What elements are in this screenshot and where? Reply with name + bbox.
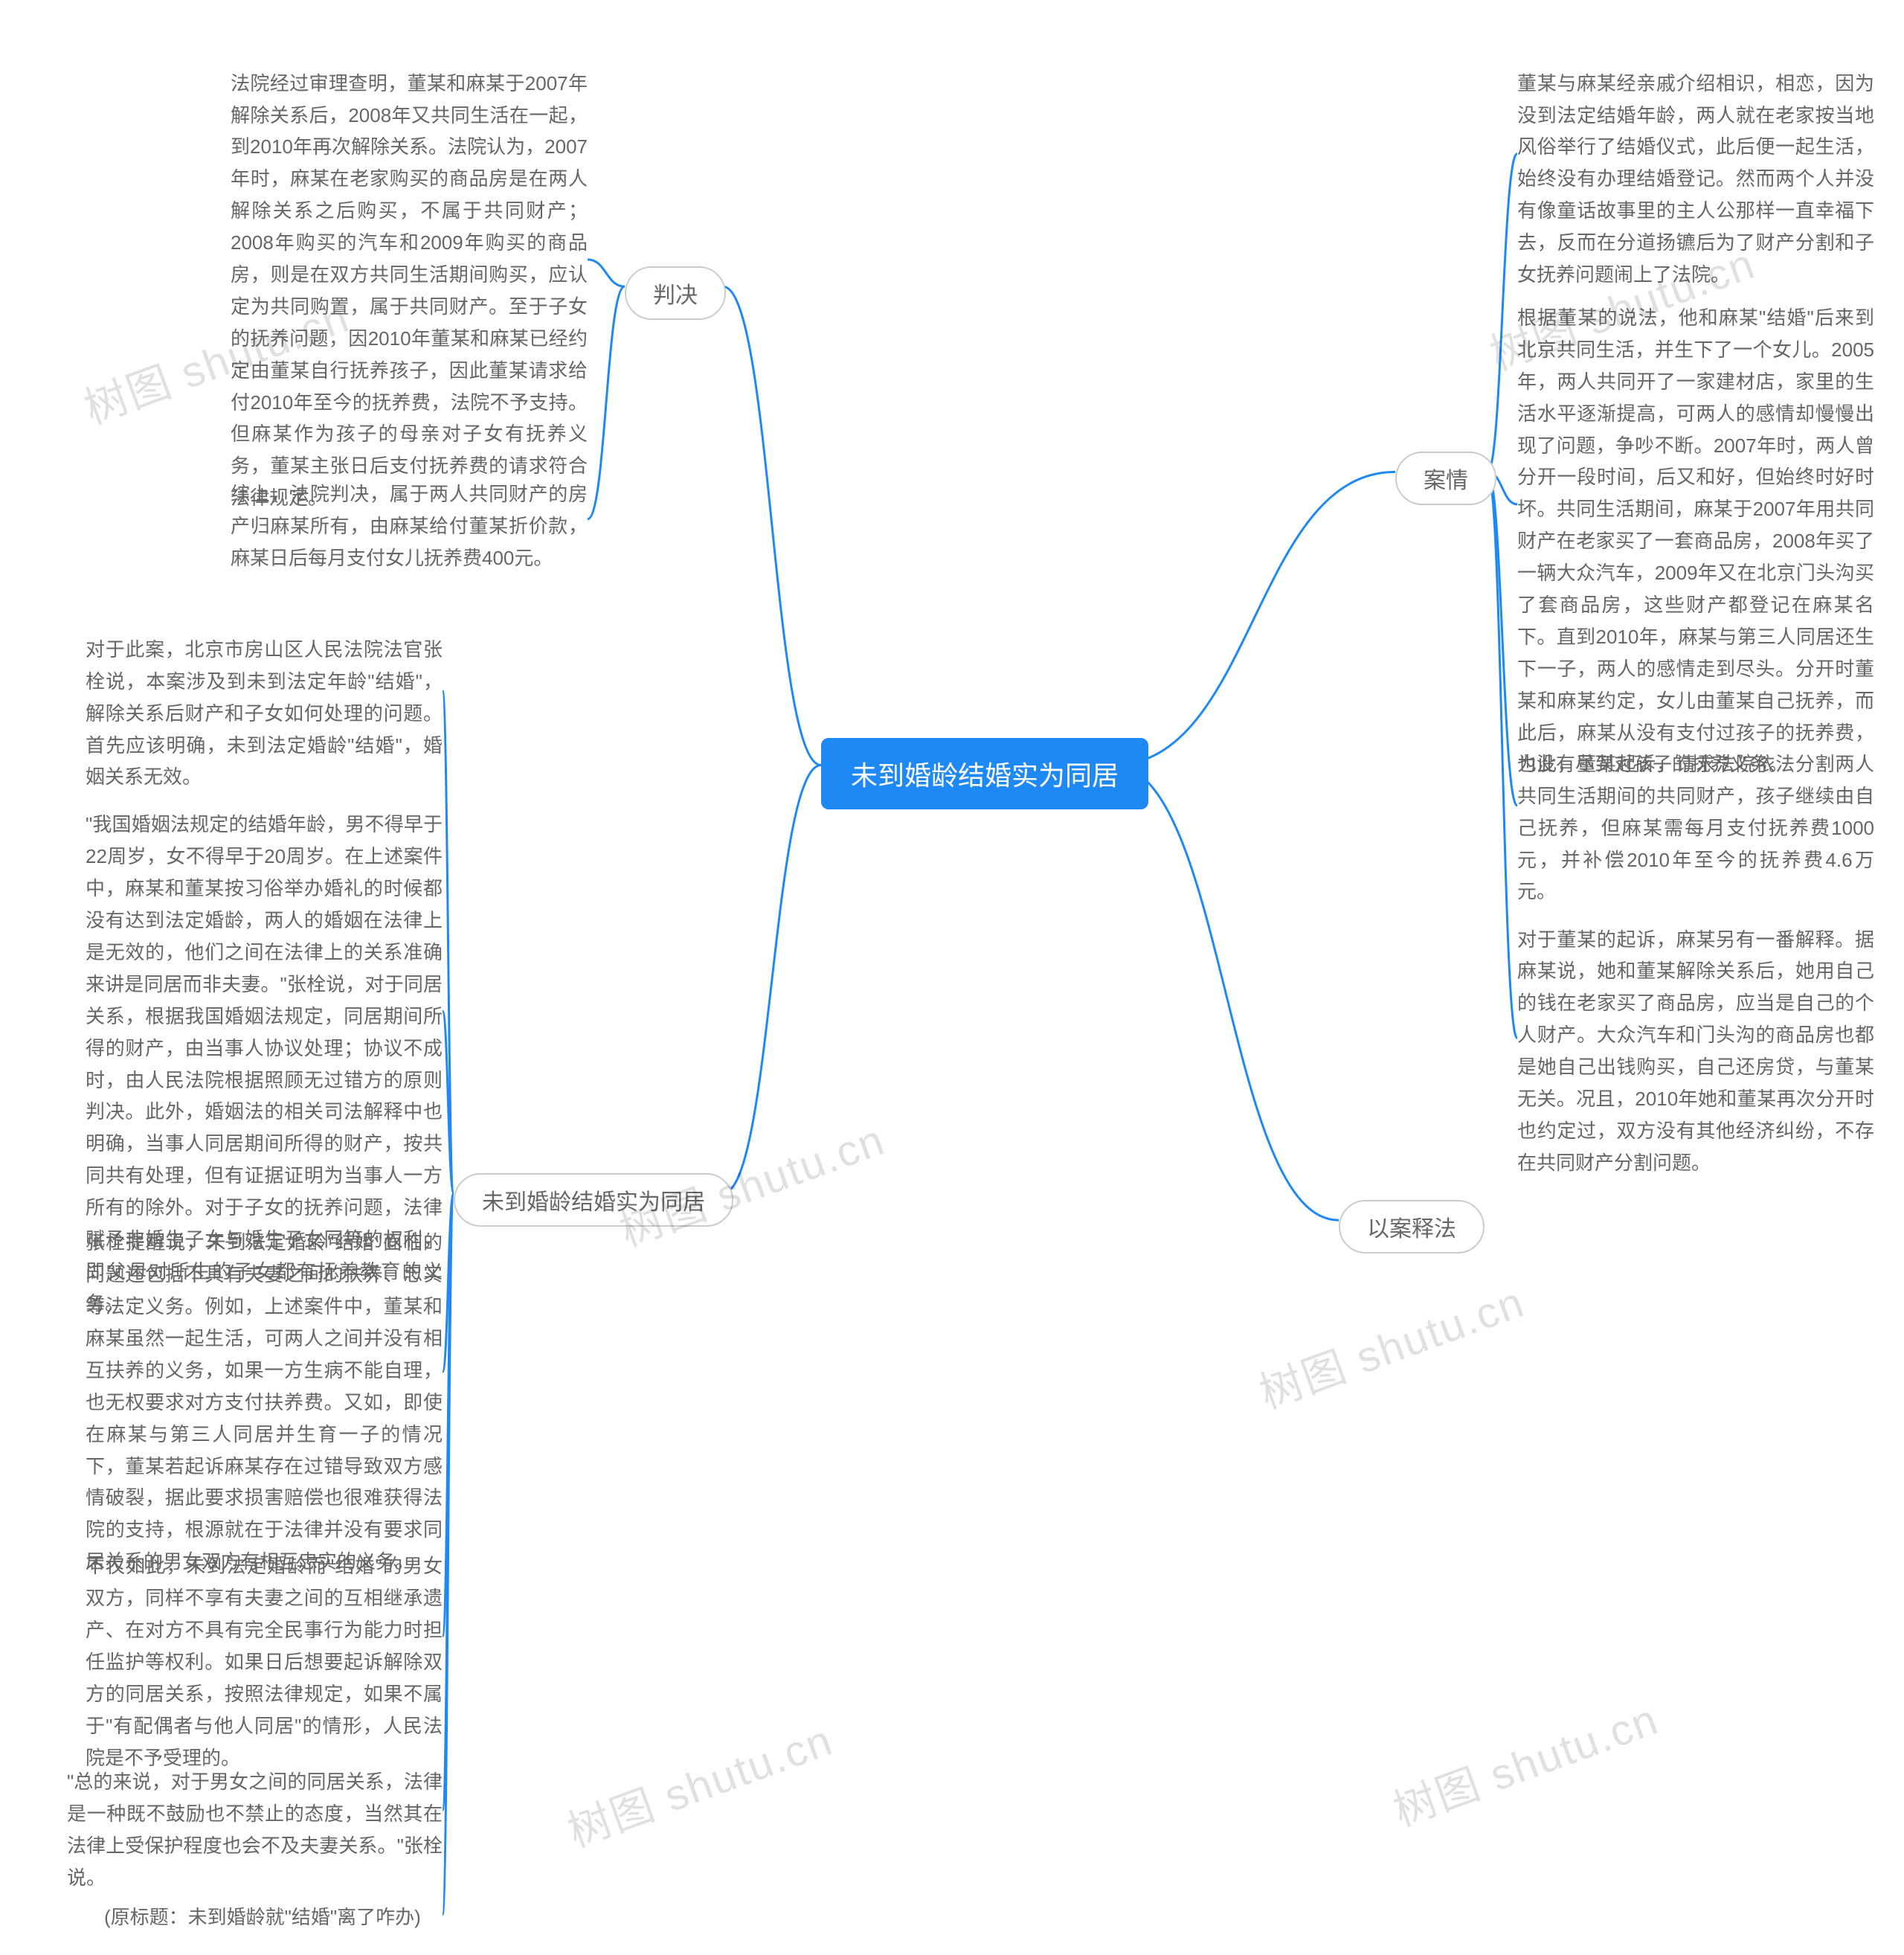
edge	[588, 260, 625, 286]
edge	[443, 691, 454, 1193]
watermark-text: 树图 shutu.cn	[1383, 1685, 1666, 1839]
watermark-text: 树图 shutu.cn	[1250, 1267, 1532, 1421]
leaf-panjue-2: 综上，法院判决，属于两人共同财产的房产归麻某所有，由麻某给付董某折价款，麻某日后…	[231, 478, 588, 574]
leaf-panjue-1: 法院经过审理查明，董某和麻某于2007年解除关系后，2008年又共同生活在一起，…	[231, 68, 588, 514]
edge	[443, 1193, 454, 1810]
edge	[1488, 154, 1517, 472]
branch-yianshifa[interactable]: 以案释法	[1339, 1200, 1485, 1253]
edge	[1113, 472, 1395, 765]
mindmap-canvas: 未到婚龄结婚实为同居 案情 以案释法 判决 未到婚龄结婚实为同居 董某与麻某经亲…	[0, 0, 1904, 1955]
leaf-weidao-1: 对于此案，北京市房山区人民法院法官张栓说，本案涉及到未到法定年龄"结婚"，解除关…	[86, 634, 443, 793]
branch-panjue[interactable]: 判决	[625, 266, 726, 320]
edge	[443, 1193, 454, 1636]
edge	[443, 1193, 454, 1915]
edge	[1488, 472, 1517, 1038]
leaf-weidao-6: (原标题：未到婚龄就"结婚"离了咋办)	[104, 1901, 446, 1933]
branch-anqing[interactable]: 案情	[1395, 452, 1496, 505]
leaf-weidao-5: "总的来说，对于男女之间的同居关系，法律是一种既不鼓励也不禁止的态度，当然其在法…	[67, 1766, 443, 1894]
edge	[723, 286, 821, 765]
edge	[723, 765, 821, 1193]
root-node[interactable]: 未到婚龄结婚实为同居	[821, 738, 1148, 809]
edge	[1488, 472, 1517, 806]
branch-weidao[interactable]: 未到婚龄结婚实为同居	[454, 1173, 733, 1227]
edge	[1113, 765, 1339, 1221]
leaf-anqing-3: 为此，董某起诉，请求法院依法分割两人共同生活期间的共同财产，孩子继续由自己抚养，…	[1517, 748, 1874, 908]
watermark-text: 树图 shutu.cn	[558, 1705, 840, 1859]
edge	[443, 1193, 454, 1372]
leaf-weidao-3: 张栓提醒说，未到法定婚龄"结婚"面临的问题还包括不具有夫妻之间的扶养、忠实等法定…	[86, 1227, 443, 1578]
leaf-anqing-1: 董某与麻某经亲戚介绍相识，相恋，因为没到法定结婚年龄，两人就在老家按当地风俗举行…	[1517, 68, 1874, 291]
leaf-anqing-4: 对于董某的起诉，麻某另有一番解释。据麻某说，她和董某解除关系后，她用自己的钱在老…	[1517, 924, 1874, 1179]
leaf-weidao-4: 不仅如此，未到法定婚龄而"结婚"的男女双方，同样不享有夫妻之间的互相继承遗产、在…	[86, 1550, 443, 1773]
leaf-anqing-2: 根据董某的说法，他和麻某"结婚"后来到北京共同生活，并生下了一个女儿。2005年…	[1517, 302, 1874, 780]
edge	[588, 286, 625, 519]
edge	[443, 1011, 454, 1193]
